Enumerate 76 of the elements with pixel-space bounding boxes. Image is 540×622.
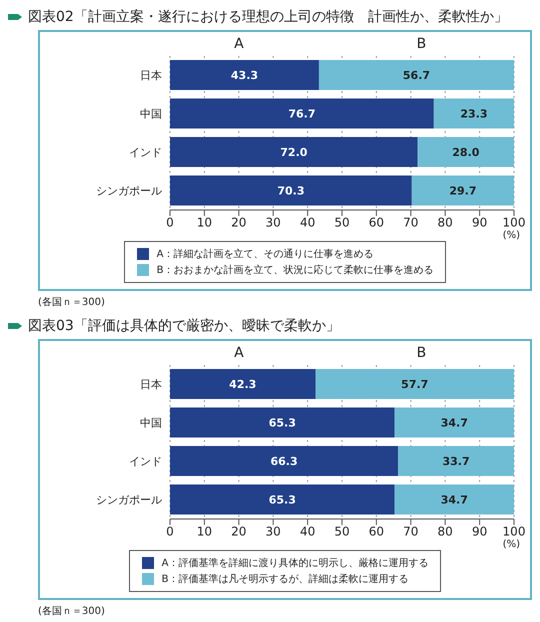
text: 57.7	[401, 378, 428, 391]
bar	[170, 176, 412, 206]
x-tick-label: 50	[334, 524, 350, 539]
text: B	[416, 345, 428, 361]
x-tick-label: 40	[300, 524, 316, 539]
bar	[170, 137, 418, 167]
bar	[170, 98, 434, 128]
legend-label: A：評価基準を詳細に渡り具体的に明示し、厳格に運用する	[162, 556, 428, 570]
bar	[316, 369, 514, 399]
bar	[394, 484, 514, 514]
x-tick-label: 100	[502, 524, 526, 539]
x-tick-label: 60	[368, 524, 384, 539]
text: 23.3	[460, 108, 488, 120]
bar	[434, 98, 514, 128]
text: 43.3	[230, 69, 258, 82]
text: A	[233, 36, 245, 52]
y-tick-label: シンガポール	[96, 184, 162, 198]
text: 42.3	[229, 378, 256, 391]
x-tick-label: 80	[438, 216, 453, 230]
bar	[398, 446, 514, 476]
text: 66.3	[270, 455, 298, 468]
text: 28.0	[452, 146, 480, 159]
legend-label: B：おおまかな計画を立て、状況に応じて柔軟に仕事を進める	[156, 264, 434, 277]
text: 33.7	[442, 455, 470, 468]
bar	[318, 60, 514, 90]
chart-title: 図表02「計画立案・遂行における理想の上司の特徴 計画性か、柔軟性か」	[28, 8, 508, 26]
y-tick-label: シンガポール	[96, 494, 162, 507]
text: 34.7	[440, 416, 468, 430]
x-tick-label: 20	[231, 216, 246, 230]
x-tick-label: 40	[300, 216, 316, 230]
text: 56.7	[402, 69, 430, 82]
y-tick-label: 日本	[140, 378, 162, 392]
x-tick-label: 100	[502, 216, 526, 230]
y-tick-label: インド	[129, 146, 162, 160]
x-tick-label: 10	[196, 216, 212, 230]
bar	[170, 369, 316, 399]
y-tick-label: インド	[129, 455, 162, 468]
text: 76.7	[288, 108, 316, 120]
x-tick-label: 20	[231, 524, 246, 539]
x-tick-label: 0	[166, 216, 174, 230]
text: (各国ｎ＝300)	[38, 296, 106, 309]
text: 29.7	[449, 184, 476, 198]
x-tick-label: 10	[196, 524, 212, 539]
y-tick-label: 日本	[140, 69, 162, 82]
text: A	[233, 345, 245, 361]
x-tick-label: 30	[266, 216, 281, 230]
y-tick-label: 中国	[140, 108, 162, 121]
x-tick-label: 50	[334, 216, 350, 230]
x-tick-label: 80	[438, 524, 453, 539]
y-tick-label: 中国	[140, 416, 162, 430]
x-tick-label: 60	[368, 216, 384, 230]
bar	[170, 408, 395, 438]
x-tick-label: 0	[166, 524, 174, 539]
bar	[418, 137, 514, 167]
x-tick-label: 70	[403, 216, 418, 230]
bar	[170, 484, 395, 514]
text: 65.3	[268, 416, 296, 430]
bar	[394, 408, 514, 438]
x-axis-title: (%)	[502, 539, 521, 550]
text: B	[416, 36, 428, 52]
x-tick-label: 70	[403, 524, 418, 539]
x-tick-label: 90	[472, 524, 488, 539]
text: 72.0	[280, 146, 308, 159]
chart-title: 図表03「評価は具体的で厳密か、曖昧で柔軟か」	[28, 317, 340, 335]
x-tick-label: 90	[472, 216, 488, 230]
bar	[170, 60, 319, 90]
legend-label: B：評価基準は凡そ明示するが、詳細は柔軟に運用する	[162, 572, 408, 586]
x-axis-title: (%)	[502, 230, 521, 241]
text: 70.3	[277, 184, 304, 198]
bar	[170, 446, 398, 476]
bar	[412, 176, 514, 206]
x-tick-label: 30	[266, 524, 281, 539]
text: 65.3	[268, 494, 296, 506]
text: (各国ｎ＝300)	[38, 605, 106, 618]
legend-label: A：詳細な計画を立て、その通りに仕事を進める	[156, 248, 374, 261]
text: 34.7	[440, 494, 468, 506]
